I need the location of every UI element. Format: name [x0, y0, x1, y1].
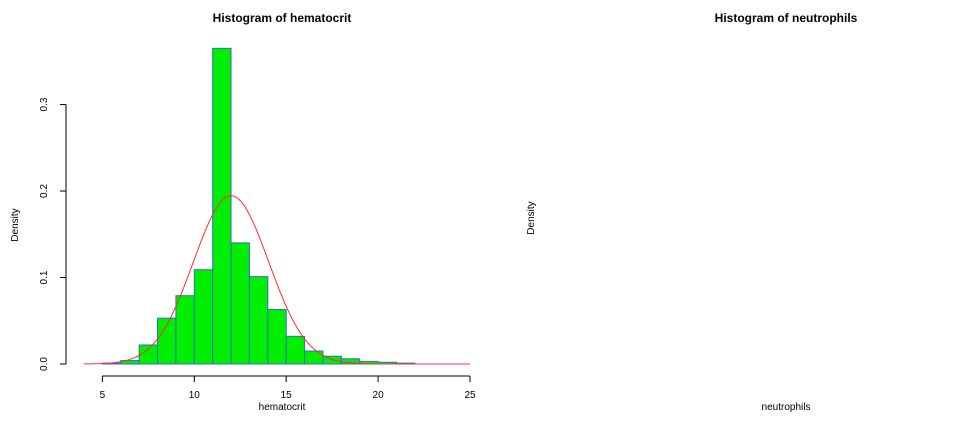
- y-tick-label: 0.3: [39, 97, 50, 111]
- histogram-bar: [304, 350, 324, 365]
- x-axis-label: neutrophils: [762, 402, 811, 413]
- plot-area: 5 10 15 20 25 0.0 0.1 0.2 0.3: [39, 47, 476, 401]
- neutrophils-histogram-panel: Histogram of neutrophils neutrophils Den…: [489, 0, 978, 429]
- normal-density-curve: [83, 195, 470, 365]
- y-axis-label: Density: [526, 201, 537, 234]
- histogram-bar: [248, 276, 269, 365]
- histogram-bar: [212, 47, 232, 365]
- x-tick-label: 20: [373, 390, 385, 401]
- y-tick-label: 0.2: [39, 184, 50, 198]
- hematocrit-histogram-panel: Histogram of hematocrit hematocrit Densi…: [10, 11, 476, 413]
- neutrophils-histogram: Histogram of neutrophils neutrophils Den…: [526, 11, 858, 413]
- histogram-bar: [175, 295, 195, 365]
- x-tick-label: 10: [189, 390, 201, 401]
- chart-title: Histogram of neutrophils: [715, 11, 858, 25]
- x-tick-label: 25: [464, 390, 476, 401]
- histogram-bar: [230, 242, 250, 365]
- chart-title: Histogram of hematocrit: [213, 11, 352, 25]
- x-tick-label: 5: [100, 390, 106, 401]
- histogram-bar: [267, 309, 287, 365]
- hematocrit-histogram: Histogram of hematocrit hematocrit Densi…: [10, 11, 476, 413]
- x-tick-label: 15: [281, 390, 293, 401]
- histogram-bar: [285, 335, 306, 365]
- histogram-bar: [138, 344, 159, 365]
- y-tick-label: 0.0: [39, 357, 50, 371]
- histogram-bar: [322, 355, 342, 365]
- histogram-bar: [193, 269, 214, 365]
- y-tick-label: 0.1: [39, 270, 50, 284]
- y-axis-label: Density: [10, 208, 21, 241]
- x-axis-label: hematocrit: [259, 402, 306, 413]
